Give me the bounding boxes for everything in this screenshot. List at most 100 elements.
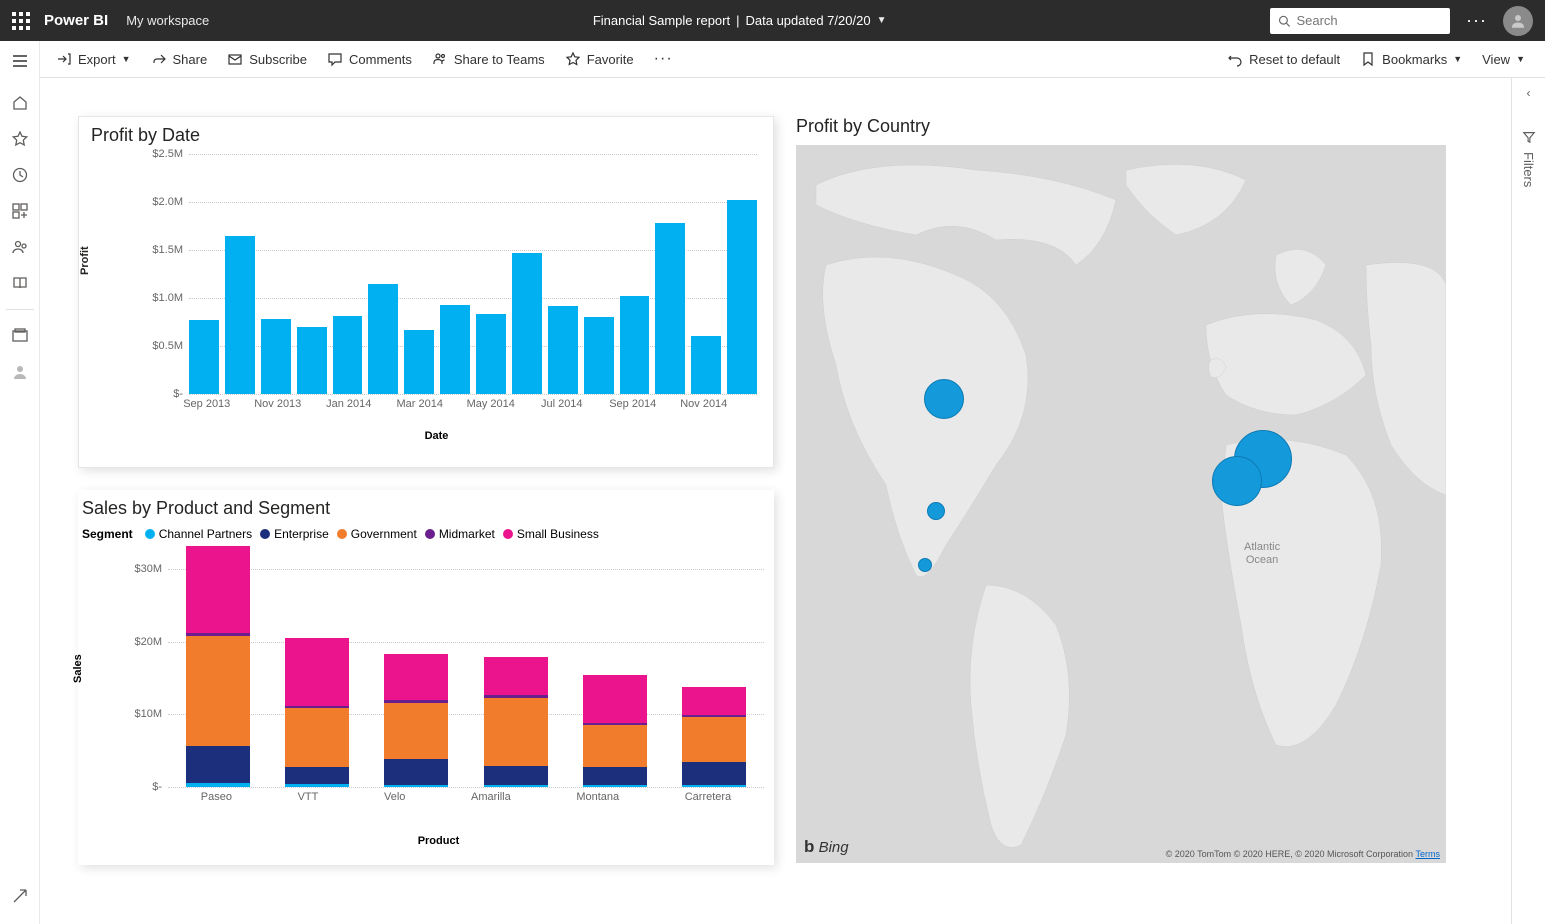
bar[interactable] xyxy=(225,236,255,394)
chevron-down-icon: ▼ xyxy=(122,54,131,64)
y-axis-ticks: $2.5M$2.0M$1.5M$1.0M$0.5M$- xyxy=(139,154,183,394)
bar[interactable] xyxy=(512,253,542,394)
bar[interactable] xyxy=(548,306,578,394)
chart-title: Profit by Date xyxy=(79,117,773,150)
map-container: AtlanticOcean b Bing © 2020 TomTom © 202… xyxy=(796,145,1446,863)
share-label: Share xyxy=(173,52,208,67)
bar[interactable] xyxy=(404,330,434,394)
report-canvas: Profit by Date Profit $2.5M$2.0M$1.5M$1.… xyxy=(40,78,1511,924)
y-axis-ticks: $30M$20M$10M$- xyxy=(118,547,162,787)
data-updated-label: Data updated 7/20/20 xyxy=(746,13,871,28)
profit-by-date-visual[interactable]: Profit by Date Profit $2.5M$2.0M$1.5M$1.… xyxy=(78,116,774,468)
stacked-bar[interactable] xyxy=(484,657,548,787)
x-axis-label: Product xyxy=(418,835,460,847)
left-nav-rail xyxy=(0,41,40,924)
expand-filters-icon[interactable]: ‹ xyxy=(1527,86,1531,100)
map-bubble[interactable] xyxy=(927,502,945,520)
star-icon xyxy=(565,51,581,67)
app-launcher-icon[interactable] xyxy=(12,12,30,30)
export-label: Export xyxy=(78,52,116,67)
person-icon xyxy=(1509,12,1527,30)
undo-icon xyxy=(1227,51,1243,67)
bar[interactable] xyxy=(297,327,327,394)
x-axis-label: Date xyxy=(425,430,449,442)
stacked-bar-chart: Sales $30M$20M$10M$- PaseoVTTVeloAmarill… xyxy=(78,547,774,847)
stacked-bar[interactable] xyxy=(682,687,746,787)
bar[interactable] xyxy=(476,314,506,394)
bars xyxy=(168,547,764,787)
export-button[interactable]: Export ▼ xyxy=(48,47,139,71)
legend-item[interactable]: Government xyxy=(337,527,417,541)
bar[interactable] xyxy=(584,317,614,394)
teams-icon xyxy=(432,51,448,67)
terms-link[interactable]: Terms xyxy=(1416,849,1441,859)
recent-icon[interactable] xyxy=(0,161,40,189)
legend-item[interactable]: Midmarket xyxy=(425,527,495,541)
bar[interactable] xyxy=(333,316,363,394)
share-button[interactable]: Share xyxy=(143,47,216,71)
bar[interactable] xyxy=(440,305,470,394)
bar[interactable] xyxy=(691,336,721,394)
hamburger-icon[interactable] xyxy=(0,47,40,75)
sales-by-product-visual[interactable]: Sales by Product and Segment Segment Cha… xyxy=(78,490,774,865)
search-input[interactable] xyxy=(1296,13,1442,28)
subscribe-button[interactable]: Subscribe xyxy=(219,47,315,71)
my-workspace-icon[interactable] xyxy=(0,358,40,386)
user-avatar[interactable] xyxy=(1503,6,1533,36)
shared-icon[interactable] xyxy=(0,233,40,261)
learn-icon[interactable] xyxy=(0,269,40,297)
filters-pane-collapsed: ‹ Filters xyxy=(1511,78,1545,924)
bar[interactable] xyxy=(620,296,650,394)
workspaces-icon[interactable] xyxy=(0,322,40,350)
map-bubble[interactable] xyxy=(918,558,932,572)
brand-label: Power BI xyxy=(44,12,108,29)
map-bubble[interactable] xyxy=(924,379,964,419)
bing-logo: b Bing xyxy=(804,837,849,857)
legend-item[interactable]: Enterprise xyxy=(260,527,329,541)
stacked-bar[interactable] xyxy=(384,654,448,787)
global-header: Power BI My workspace Financial Sample r… xyxy=(0,0,1545,41)
favorite-button[interactable]: Favorite xyxy=(557,47,642,71)
filters-label[interactable]: Filters xyxy=(1521,130,1536,187)
reset-label: Reset to default xyxy=(1249,52,1340,67)
toolbar-more-icon[interactable]: ··· xyxy=(646,50,681,68)
bar[interactable] xyxy=(189,320,219,394)
apps-icon[interactable] xyxy=(0,197,40,225)
workspace-link[interactable]: My workspace xyxy=(126,13,209,28)
chart-title: Sales by Product and Segment xyxy=(78,490,774,523)
get-data-icon[interactable] xyxy=(0,882,40,910)
bars xyxy=(189,154,757,394)
legend-title: Segment xyxy=(82,527,133,541)
report-breadcrumb[interactable]: Financial Sample report | Data updated 7… xyxy=(209,13,1270,28)
stacked-bar[interactable] xyxy=(583,675,647,787)
stacked-bar[interactable] xyxy=(186,546,250,787)
bar[interactable] xyxy=(368,284,398,394)
bar[interactable] xyxy=(655,223,685,394)
favorite-label: Favorite xyxy=(587,52,634,67)
bar[interactable] xyxy=(727,200,757,394)
view-label: View xyxy=(1482,52,1510,67)
y-axis-label: Sales xyxy=(72,654,84,683)
legend-item[interactable]: Channel Partners xyxy=(145,527,252,541)
stacked-bar[interactable] xyxy=(285,638,349,787)
y-axis-label: Profit xyxy=(79,246,91,275)
subscribe-label: Subscribe xyxy=(249,52,307,67)
share-teams-button[interactable]: Share to Teams xyxy=(424,47,553,71)
legend-item[interactable]: Small Business xyxy=(503,527,599,541)
bar[interactable] xyxy=(261,319,291,394)
reset-button[interactable]: Reset to default xyxy=(1219,47,1348,71)
bookmarks-button[interactable]: Bookmarks ▼ xyxy=(1352,47,1470,71)
home-icon[interactable] xyxy=(0,89,40,117)
comments-button[interactable]: Comments xyxy=(319,47,420,71)
report-title: Financial Sample report xyxy=(593,13,730,28)
favorites-icon[interactable] xyxy=(0,125,40,153)
profit-by-country-visual[interactable]: Profit by Country xyxy=(796,116,1446,865)
search-box[interactable] xyxy=(1270,8,1450,34)
map-bubble[interactable] xyxy=(1212,456,1262,506)
world-map xyxy=(796,145,1446,863)
settings-more-icon[interactable]: ··· xyxy=(1462,10,1491,31)
view-button[interactable]: View ▼ xyxy=(1474,48,1533,71)
breadcrumb-separator: | xyxy=(736,13,739,28)
chevron-down-icon: ▼ xyxy=(877,15,887,26)
x-axis-ticks: PaseoVTTVeloAmarillaMontanaCarretera xyxy=(168,791,764,803)
